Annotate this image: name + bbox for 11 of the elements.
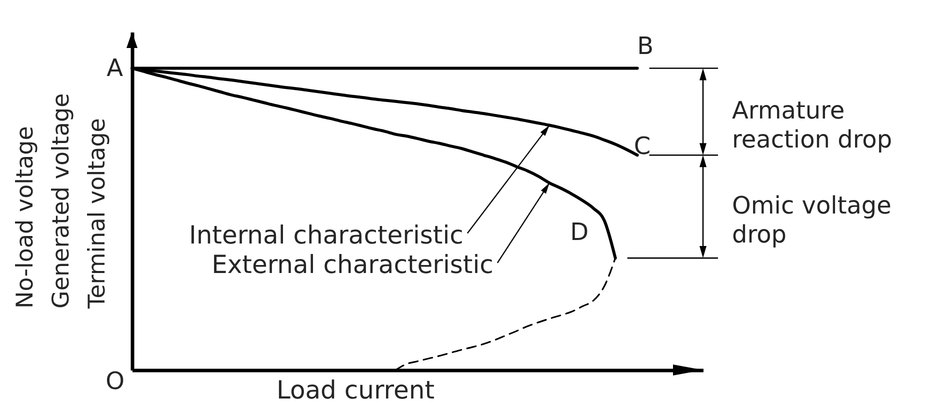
x-axis-title: Load current xyxy=(276,376,435,403)
y-axis-title: No-load voltage Generated voltage Terminal voltage xyxy=(12,93,110,310)
annotation: D xyxy=(570,218,589,246)
text: B xyxy=(637,32,654,60)
annotation: Internal characteristic xyxy=(188,220,464,250)
annotation: External characteristic xyxy=(212,250,494,279)
text: O xyxy=(106,367,124,395)
annotation: C xyxy=(634,132,651,160)
text: Armature reaction drop xyxy=(732,96,892,154)
text: A xyxy=(106,54,124,82)
text: Omic voltage drop xyxy=(732,192,892,249)
